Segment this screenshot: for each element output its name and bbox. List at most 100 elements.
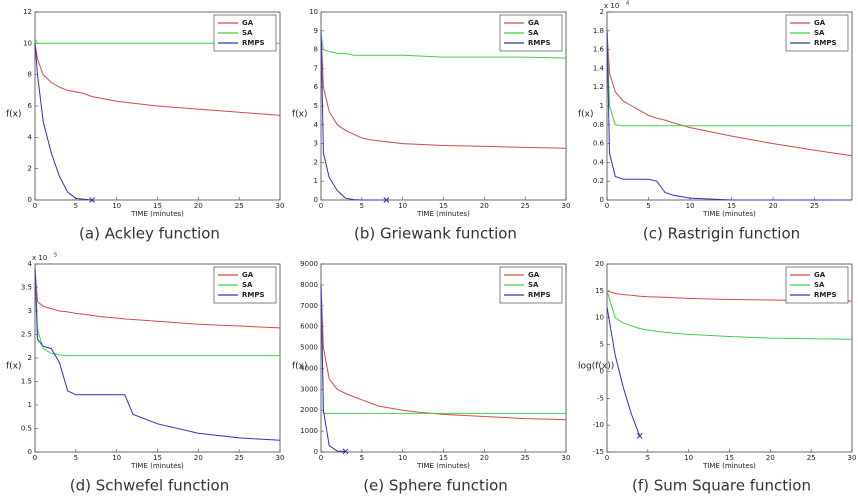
y-tick-label: 4 <box>28 133 33 141</box>
x-tick-label: 30 <box>276 202 285 210</box>
y-tick-label: 2.5 <box>21 331 32 339</box>
y-tick-label: 3 <box>28 307 32 315</box>
y-tick-label: 4 <box>28 260 33 268</box>
subplot-caption: (c) Rastrigin function <box>643 225 800 243</box>
x-tick-label: 5 <box>360 454 364 462</box>
legend-label: SA <box>242 29 253 37</box>
legend-label: GA <box>242 19 254 27</box>
y-multiplier-exp: 5 <box>54 253 57 259</box>
legend-label: GA <box>242 271 254 279</box>
y-tick-label: 5 <box>600 341 604 349</box>
legend-label: RMPS <box>242 39 265 47</box>
series-line <box>606 30 852 127</box>
legend-label: RMPS <box>528 291 551 299</box>
x-tick-label: 10 <box>112 454 121 462</box>
y-tick-label: 7 <box>314 64 318 72</box>
y-tick-label: 6 <box>28 102 33 110</box>
x-tick-label: 25 <box>807 454 816 462</box>
y-multiplier: x 10 <box>32 254 47 262</box>
x-tick-label: 5 <box>360 202 364 210</box>
series-line <box>320 30 567 149</box>
y-tick-label: 6000 <box>300 323 318 331</box>
x-tick-label: 15 <box>153 202 162 210</box>
y-tick-label: 0 <box>600 196 604 204</box>
y-tick-label: 8000 <box>300 281 318 289</box>
x-axis-label: TIME (minutes) <box>130 462 184 470</box>
x-tick-label: 15 <box>439 202 448 210</box>
x-tick-label: 10 <box>398 202 407 210</box>
legend-label: RMPS <box>528 39 551 47</box>
series-line <box>34 268 281 329</box>
x-tick-label: 10 <box>684 454 693 462</box>
y-tick-label: 0 <box>28 448 32 456</box>
x-tick-label: 25 <box>235 202 244 210</box>
x-tick-label: 30 <box>276 454 285 462</box>
subplot: 0 2 4 6 8 10 12 0 5 10 15 20 25 30 TIME (minutes) f(x) G… <box>6 8 284 243</box>
y-tick-label: 7000 <box>300 302 318 310</box>
legend-label: SA <box>528 281 539 289</box>
subplot: 00.20.40.60.811.21.41.61.820 5 10 15 20 25TIM… <box>578 1 853 243</box>
subplot-caption: (f) Sum Square function <box>632 477 811 495</box>
series-line <box>34 43 93 201</box>
x-axis-label: TIME (minutes) <box>702 210 756 218</box>
y-tick-label: 0.4 <box>593 158 605 166</box>
x-tick-label: 5 <box>74 202 78 210</box>
y-tick-label: 0.5 <box>21 425 32 433</box>
y-tick-label: 8 <box>28 71 32 79</box>
x-tick-label: 30 <box>848 454 857 462</box>
subplot-caption: (a) Ackley function <box>79 225 220 243</box>
subplot-caption: (d) Schwefel function <box>70 477 230 495</box>
y-tick-label: 10 <box>595 314 604 322</box>
y-tick-label: 20 <box>595 260 604 268</box>
legend-label: GA <box>814 19 826 27</box>
y-tick-label: 5 <box>314 102 318 110</box>
subplot-caption: (e) Sphere function <box>363 477 508 495</box>
y-tick-label: 0.6 <box>593 140 605 148</box>
y-tick-label: 2 <box>28 165 32 173</box>
series-line <box>34 268 280 357</box>
x-tick-label: 10 <box>112 202 121 210</box>
x-axis-label: TIME (minutes) <box>416 210 470 218</box>
y-tick-label: 0 <box>314 448 318 456</box>
y-tick-label: 2000 <box>300 406 318 414</box>
y-tick-label: 3.5 <box>21 284 32 292</box>
y-tick-label: 5000 <box>300 344 318 352</box>
y-tick-label: 0 <box>314 196 318 204</box>
x-tick-label: 15 <box>725 454 734 462</box>
series-line <box>320 284 567 421</box>
y-tick-label: 1.5 <box>21 378 32 386</box>
y-tick-label: 1 <box>600 102 604 110</box>
x-tick-label: 30 <box>562 202 571 210</box>
series-line <box>34 43 281 116</box>
subplot-caption: (b) Griewank function <box>354 225 517 243</box>
series-line <box>606 290 853 340</box>
legend-label: GA <box>528 271 540 279</box>
subplot: 0 1000 2000 3000 4000 5000 6000 7000 8000 9000 0 5 1… <box>292 260 570 495</box>
x-tick-label: 25 <box>235 454 244 462</box>
x-axis-label: TIME (minutes) <box>702 462 756 470</box>
x-tick-label: 30 <box>562 454 571 462</box>
x-tick-label: 15 <box>727 202 736 210</box>
y-axis-label: log(f(x)) <box>578 362 614 372</box>
y-tick-label: 3 <box>314 140 318 148</box>
y-axis-label: f(x) <box>578 110 594 120</box>
x-tick-label: 0 <box>319 454 323 462</box>
subplot: -15 -10 -5 0 5 10 15 20 0 5 10 15 20 25 30 TIME (minute… <box>578 260 856 495</box>
y-tick-label: 4000 <box>300 364 318 372</box>
series-line <box>606 30 852 201</box>
subplot: 0 1 2 3 4 5 6 7 8 9 10 0 5 10 15 20 25 30 TIME (minutes) f(… <box>292 8 570 243</box>
y-tick-label: -5 <box>597 394 604 402</box>
y-multiplier-exp: 4 <box>626 1 629 7</box>
x-tick-label: 20 <box>769 202 778 210</box>
y-tick-label: 2 <box>600 8 604 16</box>
y-tick-label: 2 <box>314 158 318 166</box>
y-tick-label: 12 <box>23 8 32 16</box>
series-line <box>606 306 641 437</box>
legend-label: SA <box>814 281 825 289</box>
x-tick-label: 20 <box>480 454 489 462</box>
end-marker <box>636 433 643 439</box>
end-marker <box>383 197 390 203</box>
legend-label: SA <box>814 29 825 37</box>
